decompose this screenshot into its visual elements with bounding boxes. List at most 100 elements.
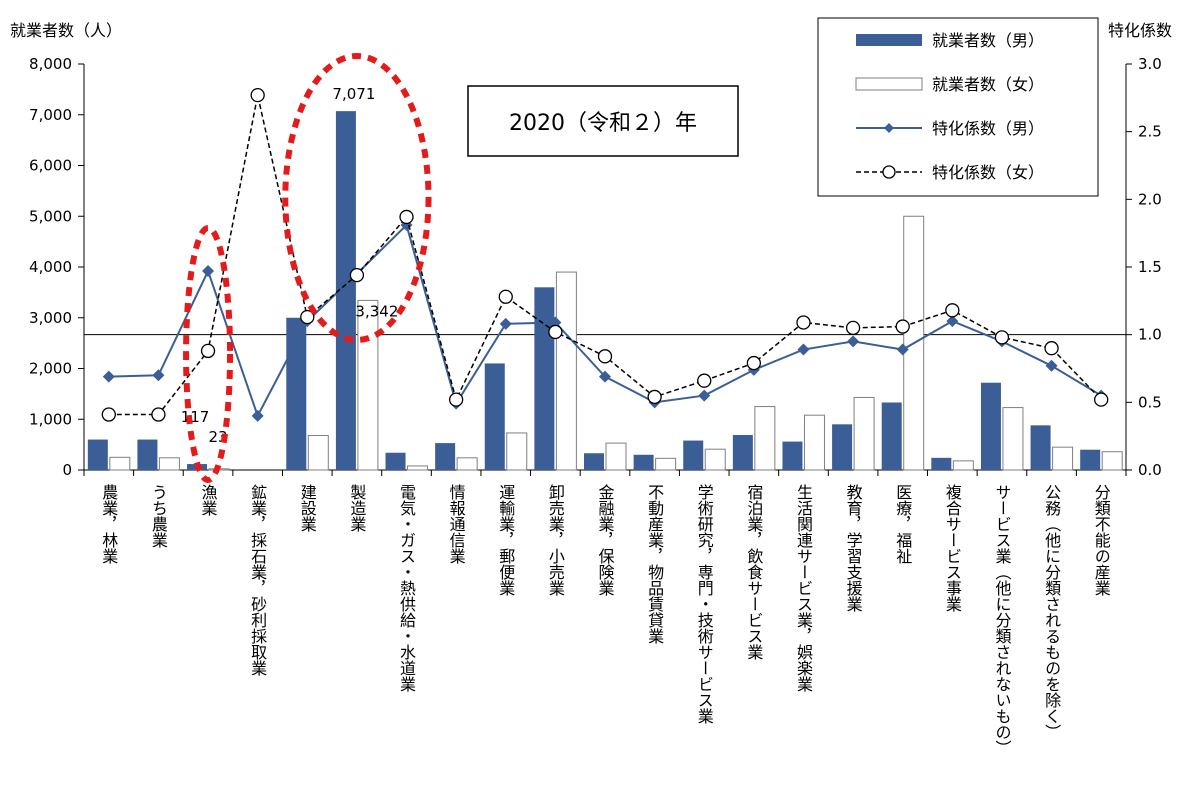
legend-marker-male [884, 123, 894, 133]
point-female-coefficient [498, 289, 513, 304]
lines-layer [101, 87, 1109, 422]
category-label: 医療，福祉 [893, 484, 912, 564]
right-axis-title: 特化係数 [1108, 21, 1172, 40]
point-male-coefficient [251, 409, 264, 422]
point-male-coefficient [698, 389, 711, 402]
legend-swatch-female-bar [855, 77, 923, 91]
bar-female [1052, 446, 1074, 471]
category-label: 不動産業，物品賃貸業 [645, 484, 664, 644]
left-tick-label: 5,000 [29, 207, 72, 225]
bar-male [832, 424, 853, 470]
point-male-coefficient [847, 335, 860, 348]
category-label: 生活関連サービス業，娯楽業 [794, 484, 813, 692]
bars-layer [87, 111, 1123, 471]
bar-male [484, 363, 505, 470]
bar-female [655, 457, 677, 471]
point-female-coefficient [399, 209, 414, 225]
point-female-coefficient [349, 267, 365, 283]
point-female-coefficient [250, 87, 265, 103]
bar-male [633, 454, 654, 470]
right-tick-label: 1.5 [1138, 258, 1162, 276]
point-female-coefficient [845, 320, 861, 336]
bar-female [803, 414, 825, 471]
left-axis-title: 就業者数（人） [10, 21, 122, 40]
category-label: 金融業，保険業 [596, 484, 615, 596]
bar-female [754, 406, 776, 471]
data-label: 117 [181, 408, 210, 426]
bar-male [385, 452, 406, 470]
point-female-coefficient [101, 407, 116, 422]
bar-male [435, 443, 456, 470]
bar-male [335, 111, 356, 470]
left-tick-label: 7,000 [29, 106, 72, 124]
point-female-coefficient [300, 309, 315, 325]
point-female-coefficient [945, 303, 960, 318]
bar-male [732, 434, 753, 470]
bar-male [534, 287, 555, 470]
left-tick-label: 0 [62, 461, 72, 479]
year-annotation: 2020（令和２）年 [509, 111, 697, 136]
legend: 就業者数（男） 就業者数（女） 特化係数（男） 特化係数（女） [817, 17, 1099, 197]
point-female-coefficient [796, 315, 811, 330]
data-label: 7,071 [332, 85, 375, 103]
right-tick-label: 2.0 [1138, 190, 1162, 208]
point-male-coefficient [797, 343, 810, 356]
bar-female [158, 457, 180, 471]
point-male-coefficient [599, 370, 611, 383]
bar-female [952, 460, 974, 471]
bar-female [1101, 451, 1123, 471]
bar-male [286, 317, 307, 470]
bar-female [704, 448, 726, 471]
left-tick-label: 4,000 [29, 258, 72, 276]
bar-male [881, 402, 902, 470]
point-female-coefficient [151, 407, 166, 422]
left-tick-label: 3,000 [29, 309, 72, 327]
data-label: 3,342 [355, 302, 398, 320]
highlight-ellipse [183, 225, 234, 483]
left-tick-label: 8,000 [29, 55, 72, 73]
bar-female [555, 271, 577, 471]
right-tick-label: 3.0 [1138, 55, 1162, 73]
point-female-coefficient [647, 389, 662, 405]
legend-label: 就業者数（男） [932, 31, 1044, 50]
bar-female [357, 299, 379, 471]
right-tick-label: 2.5 [1138, 123, 1162, 141]
bar-male [683, 440, 704, 470]
category-label: 製造業 [347, 484, 366, 532]
category-label: サービス業（他に分類されないもの） [992, 484, 1011, 756]
point-male-coefficient [202, 265, 215, 278]
legend-label: 就業者数（女） [932, 75, 1044, 94]
bar-female [456, 457, 478, 471]
left-tick-label: 2,000 [29, 360, 72, 378]
category-label: 卸売業，小売業 [546, 484, 565, 596]
right-tick-label: 0.0 [1138, 461, 1162, 479]
category-label: 情報通信業 [447, 484, 466, 564]
point-female-coefficient [548, 324, 563, 340]
category-label: 公務（他に分類されるものを除く） [1042, 484, 1061, 740]
point-male-coefficient [499, 317, 512, 330]
bar-male [980, 382, 1001, 470]
point-female-coefficient [597, 349, 613, 364]
category-label: 運輸業，郵便業 [496, 484, 515, 596]
point-male-coefficient [102, 370, 115, 383]
category-label: 建設業 [298, 484, 317, 532]
right-tick-label: 1.0 [1138, 326, 1162, 344]
point-female-coefficient [448, 392, 464, 407]
point-male-coefficient [1045, 359, 1058, 372]
point-female-coefficient [895, 319, 910, 334]
legend-marker-female [882, 165, 896, 179]
point-male-coefficient [946, 315, 959, 328]
bar-female [109, 456, 131, 471]
point-female-coefficient [200, 343, 216, 359]
legend-label: 特化係数（女） [932, 163, 1044, 182]
right-tick-label: 0.5 [1138, 393, 1162, 411]
point-female-coefficient [1094, 392, 1109, 407]
category-label: 漁業 [199, 484, 218, 516]
category-label: 分類不能の産業 [1092, 484, 1111, 596]
bar-male [87, 439, 108, 470]
point-female-coefficient [746, 355, 762, 371]
bar-male [1080, 449, 1101, 470]
point-male-coefficient [896, 343, 909, 356]
bar-male [137, 439, 158, 470]
